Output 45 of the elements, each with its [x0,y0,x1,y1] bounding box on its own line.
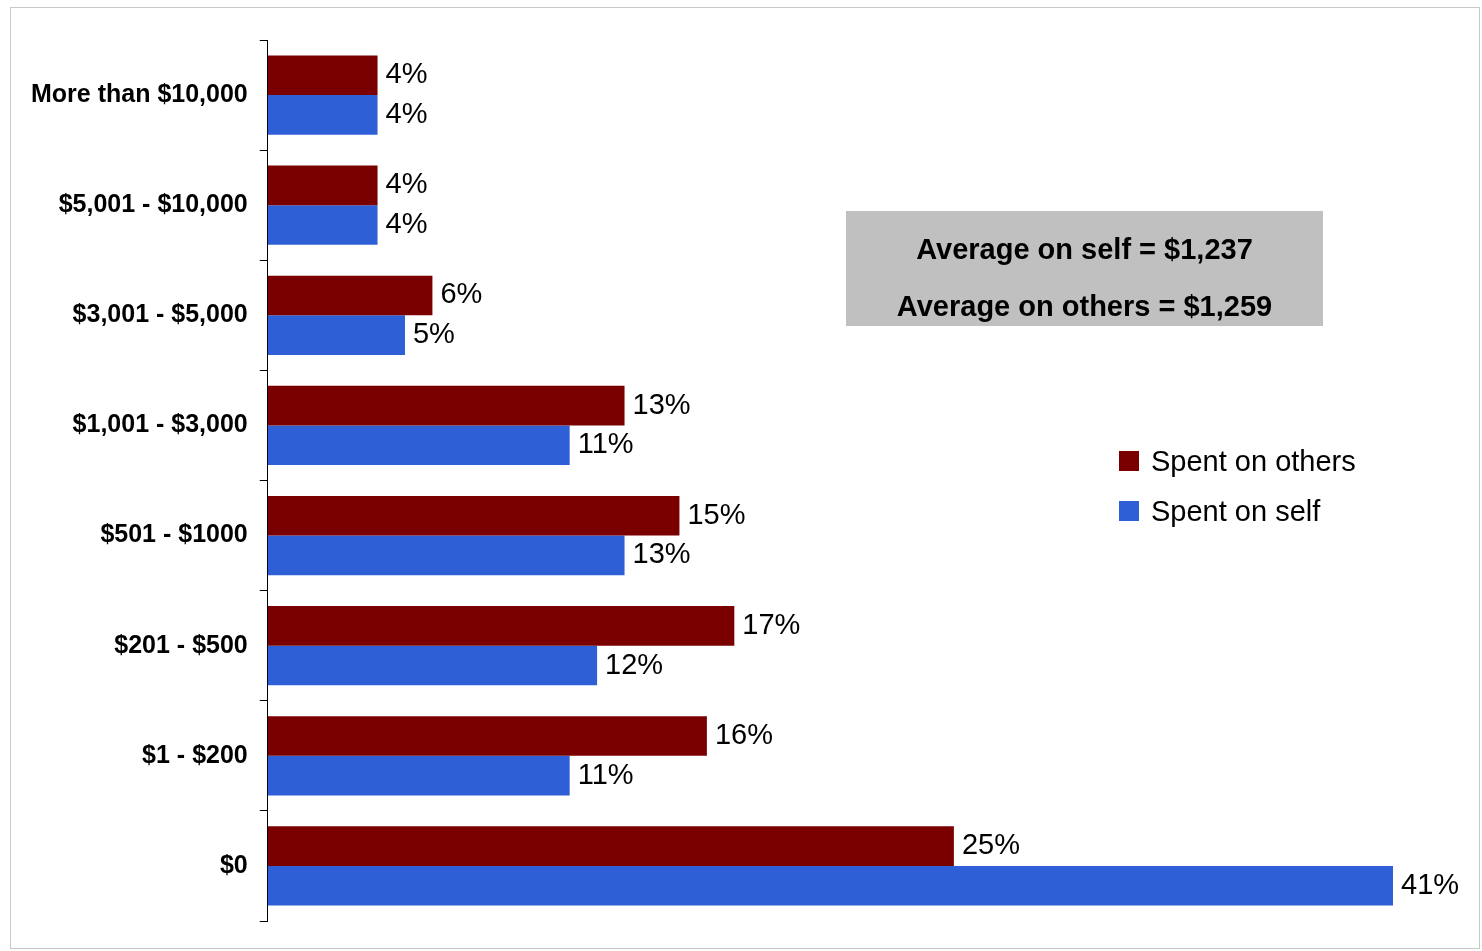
note-box: Average on self = $1,237 Average on others = $1,259 [846,211,1323,326]
bar [267,275,433,316]
data-label: 11% [577,757,634,790]
bar [267,865,1393,906]
data-label: 25% [961,828,1020,861]
data-label: 5% [412,317,455,350]
bar [267,645,598,686]
bar [267,826,954,866]
data-label: 16% [714,717,773,750]
data-label: 12% [605,647,664,680]
bar [267,606,735,646]
data-label: 4% [385,96,428,129]
y-tick-label: $0 [219,849,248,878]
data-label: 13% [632,537,691,570]
bar [267,425,570,466]
bar [267,55,378,96]
data-label: 17% [742,607,801,640]
data-label: 11% [577,427,634,460]
y-tick-label: $1,001 - $3,000 [72,409,248,438]
bar [267,495,680,536]
y-tick-label: $201 - $500 [114,629,248,658]
y-tick-label: $3,001 - $5,000 [72,299,248,328]
data-label: 4% [385,207,428,240]
bar [267,315,405,355]
bar [267,716,707,756]
bar [267,535,625,576]
legend-label: Spent on others [1151,444,1356,478]
bar [267,755,570,796]
bar [267,95,378,135]
data-label: 15% [687,497,746,530]
bar [267,205,378,245]
annotation: Average on self = $1,237 [915,232,1254,267]
bar [267,385,625,426]
data-label: 13% [632,387,691,420]
data-label: 41% [1401,867,1460,900]
annotation: Average on others = $1,259 [895,289,1274,324]
data-label: 6% [440,277,483,310]
y-tick-label: $1 - $200 [142,739,248,768]
bar [267,165,378,206]
data-label: 4% [385,167,428,200]
y-tick-label: $501 - $1000 [100,519,248,548]
legend-label: Spent on self [1151,494,1321,528]
y-tick-label: More than $10,000 [30,78,248,107]
y-tick-label: $5,001 - $10,000 [58,189,248,218]
data-label: 4% [385,57,428,90]
